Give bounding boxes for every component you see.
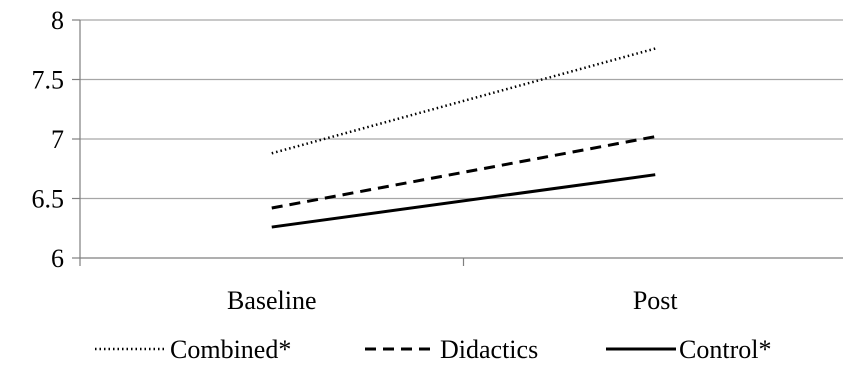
series-lines <box>271 47 656 229</box>
x-tick-label: Baseline <box>227 286 317 315</box>
y-tick-label: 6 <box>51 244 64 273</box>
series-line-didactics <box>271 135 656 210</box>
y-axis: 6 6.5 7 7.5 8 <box>32 6 81 273</box>
gridlines <box>80 19 843 200</box>
legend-label: Control* <box>679 335 771 364</box>
legend: Combined* Didactics Control* <box>95 335 771 364</box>
y-tick-label: 8 <box>51 6 64 35</box>
legend-label: Didactics <box>440 335 538 364</box>
series-line-control <box>271 173 656 229</box>
x-axis: Baseline Post <box>79 257 843 315</box>
series-line-combined <box>271 47 656 155</box>
y-tick-label: 6.5 <box>32 185 65 214</box>
x-tick-label: Post <box>633 286 679 315</box>
y-tick-label: 7.5 <box>32 66 65 95</box>
y-tick-label: 7 <box>51 125 64 154</box>
legend-label: Combined* <box>170 335 291 364</box>
